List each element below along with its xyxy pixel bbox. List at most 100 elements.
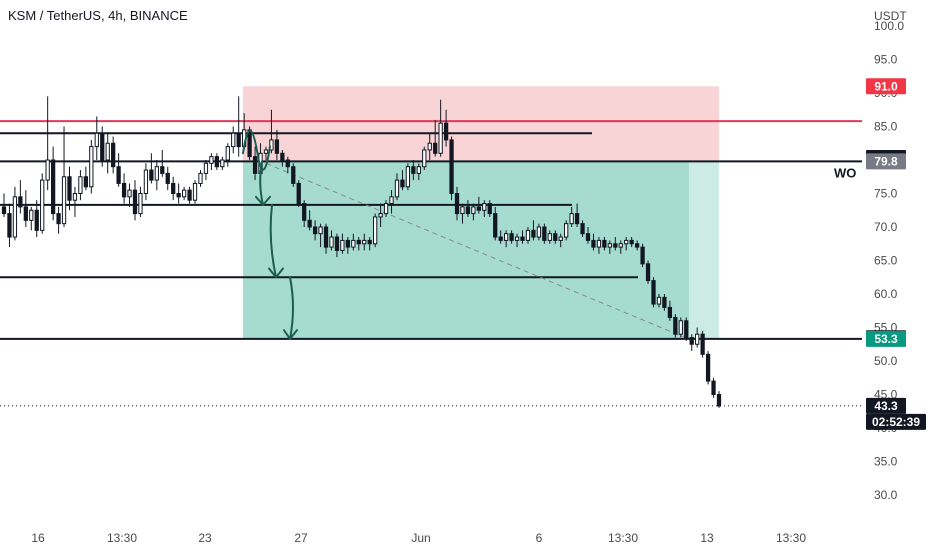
candle-body-down [487, 203, 492, 215]
candle [121, 173, 127, 204]
position-zones-layer [243, 86, 719, 339]
candle-body-up [678, 320, 683, 335]
candle [585, 227, 591, 244]
candle [378, 203, 383, 227]
candle-body-up [225, 146, 230, 161]
candle [181, 186, 187, 201]
candle [231, 126, 236, 154]
candle-body-down [673, 316, 678, 335]
candle-body-up [89, 146, 94, 188]
candle-body-down [285, 159, 290, 168]
candle-body-up [329, 236, 334, 248]
candle-body-down [116, 166, 121, 184]
candle [280, 149, 285, 167]
candle-body-up [40, 179, 45, 231]
candle [50, 146, 56, 221]
candle [624, 237, 629, 251]
candle [132, 180, 138, 221]
candle-body-down [411, 166, 416, 174]
candle-body-down [23, 206, 28, 221]
candle-body-down [580, 223, 585, 235]
candle [454, 186, 460, 221]
candle-body-up [405, 166, 411, 188]
candle [171, 176, 176, 201]
candle [416, 163, 421, 181]
candle-body-down [83, 176, 89, 188]
candle [613, 237, 618, 251]
candle [705, 350, 711, 385]
y-tick-label: 35.0 [874, 455, 898, 469]
candle [716, 391, 722, 408]
candle [356, 237, 361, 251]
candle-body-down [585, 233, 591, 241]
candle [323, 223, 329, 254]
candle-body-down [689, 337, 694, 345]
candle [656, 294, 662, 308]
candle-body-down [18, 196, 23, 208]
candle-body-down [400, 179, 405, 188]
candle [569, 206, 574, 227]
candle [400, 170, 405, 191]
candle [389, 190, 394, 214]
candle [312, 220, 318, 241]
candle-body-up [181, 189, 187, 198]
candle-body-up [127, 189, 132, 198]
y-tick-label: 85.0 [874, 120, 898, 134]
candle-body-down [493, 213, 498, 238]
candle [509, 230, 514, 244]
candle [296, 180, 301, 207]
candle-body-up [596, 239, 602, 248]
chart-title: KSM / TetherUS, 4h, BINANCE [8, 8, 188, 23]
candle [383, 200, 389, 217]
candle [214, 153, 219, 171]
candle [302, 200, 307, 227]
candle [236, 96, 241, 157]
candle-body-down [121, 182, 127, 198]
candle [18, 180, 23, 214]
candle [29, 206, 34, 231]
candle-body-down [7, 213, 12, 238]
candle [61, 126, 67, 227]
candle-body-up [525, 229, 531, 241]
candle [274, 129, 280, 160]
candle [143, 163, 149, 201]
candle-body-down [307, 219, 312, 228]
candle [493, 206, 498, 241]
candle [591, 233, 596, 251]
candle [514, 233, 520, 248]
y-tick-label: 30.0 [874, 488, 898, 502]
price-tag: 53.3 [866, 330, 906, 347]
candle-body-up [231, 132, 236, 148]
annotation-wo: WO [834, 165, 856, 180]
candle-body-down [291, 166, 296, 184]
candle [667, 300, 673, 321]
candle-body-down [574, 213, 580, 225]
candle [252, 146, 258, 181]
candle-body-up [373, 216, 378, 245]
candle [547, 230, 552, 244]
candle-body-up [547, 233, 552, 241]
candle [334, 233, 340, 258]
candle-body-down [640, 246, 645, 265]
candle-body-down [509, 233, 514, 241]
candle [67, 166, 72, 211]
candle-body-down [247, 129, 252, 158]
x-tick-label: 16 [31, 531, 45, 545]
candle [476, 196, 481, 214]
take-profit-zone-extension [689, 161, 719, 339]
candle-body-down [531, 229, 536, 238]
candle-body-down [50, 159, 56, 215]
candle [520, 230, 525, 244]
candle-body-up [378, 213, 383, 218]
candle-body-down [176, 193, 181, 198]
candle-body-down [591, 239, 596, 248]
candle-body-up [143, 169, 149, 195]
countdown-label: 02:52:39 [872, 415, 920, 429]
candle-body-up [12, 196, 18, 238]
candle [362, 233, 367, 251]
annotations-layer: WO [242, 129, 856, 340]
candle-body-up [564, 223, 569, 238]
candle-body-down [662, 296, 667, 308]
